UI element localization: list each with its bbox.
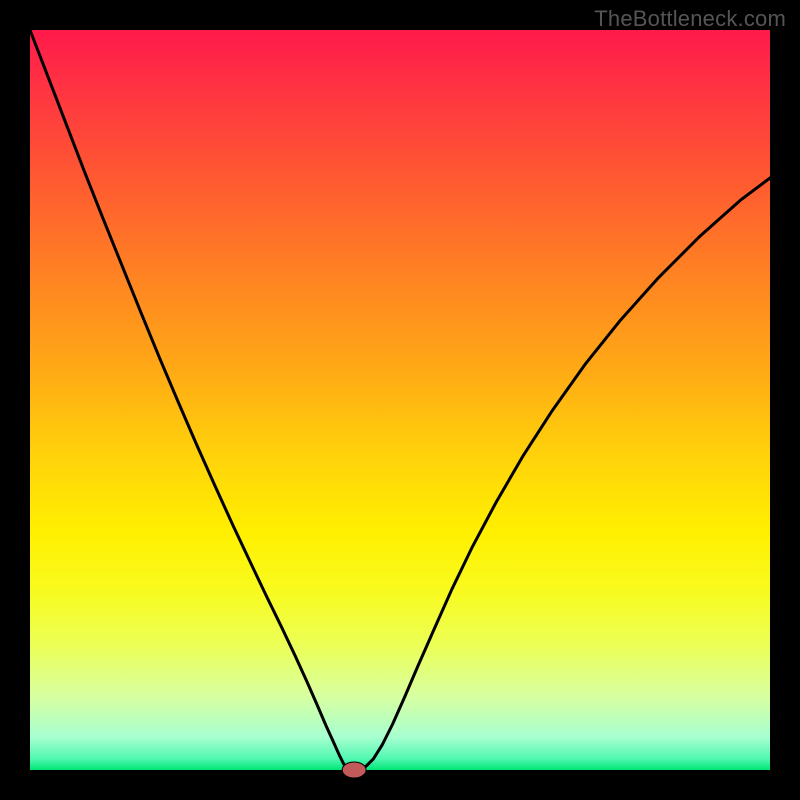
chart-frame: TheBottleneck.com <box>0 0 800 800</box>
watermark-text: TheBottleneck.com <box>594 6 786 32</box>
bottleneck-curve-chart <box>0 0 800 800</box>
optimal-point-marker <box>342 762 366 778</box>
plot-background <box>30 30 770 770</box>
